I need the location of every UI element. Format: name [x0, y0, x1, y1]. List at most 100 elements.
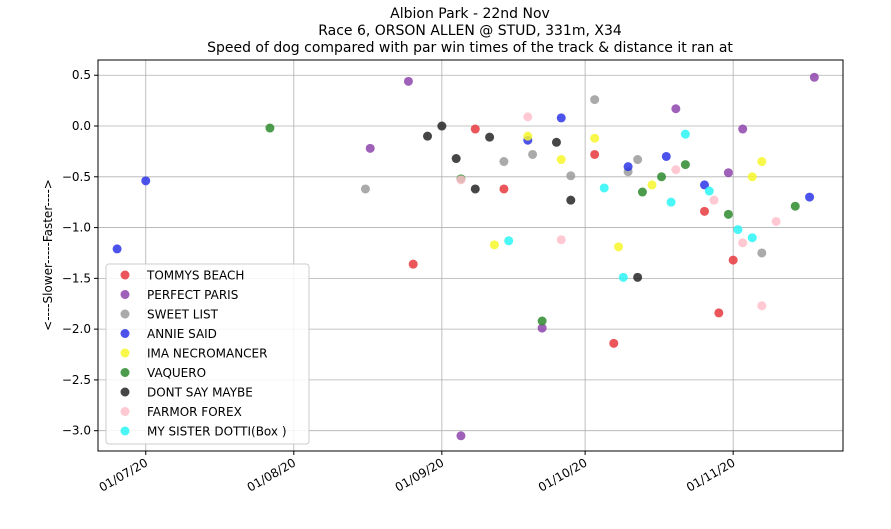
- legend-label: PERFECT PARIS: [147, 288, 238, 302]
- data-point: [360, 184, 370, 194]
- data-point: [614, 242, 624, 252]
- legend-marker: [120, 368, 130, 377]
- data-point: [365, 143, 375, 153]
- data-point: [437, 121, 447, 131]
- data-point: [599, 183, 609, 193]
- data-point: [499, 184, 509, 194]
- data-point: [771, 216, 781, 226]
- legend-marker: [120, 348, 130, 358]
- data-point: [112, 244, 122, 254]
- data-point: [709, 195, 719, 205]
- data-point: [499, 157, 509, 167]
- data-point: [141, 176, 151, 186]
- data-point: [666, 197, 676, 207]
- data-points: [112, 72, 819, 441]
- data-point: [647, 180, 657, 190]
- data-point: [704, 186, 714, 196]
- data-point: [470, 124, 480, 134]
- legend: TOMMYS BEACH PERFECT PARIS SWEET LIST ANNIE…: [105, 263, 310, 445]
- chart-title-line-3: Speed of dog compared with par win times…: [207, 40, 733, 56]
- legend-marker: [120, 309, 130, 319]
- data-point: [738, 124, 748, 134]
- data-point: [661, 151, 671, 161]
- data-point: [551, 137, 561, 147]
- data-point: [714, 308, 724, 318]
- data-point: [723, 209, 733, 219]
- data-point: [528, 149, 538, 159]
- data-point: [623, 162, 633, 172]
- data-point: [489, 240, 499, 250]
- chart-title-line-2: Race 6, ORSON ALLEN @ STUD, 331m, X34: [318, 23, 622, 39]
- data-point: [470, 184, 480, 194]
- y-axis: 0.5 0.0 −0.5 −1.0 −1.5 −2.0 −2.5 −3.0: [62, 68, 98, 438]
- legend-label: FARMOR FOREX: [147, 405, 242, 419]
- data-point: [556, 113, 566, 123]
- legend-label: ANNIE SAID: [147, 327, 217, 341]
- data-point: [504, 236, 514, 246]
- data-point: [423, 131, 433, 141]
- y-tick-label: −2.0: [62, 322, 91, 336]
- legend-marker: [120, 407, 130, 416]
- data-point: [680, 160, 690, 170]
- y-tick-label: −1.5: [62, 271, 91, 285]
- data-point: [637, 187, 647, 197]
- data-point: [485, 132, 495, 142]
- data-point: [700, 206, 710, 216]
- legend-label: VAQUERO: [147, 366, 206, 380]
- y-tick-label: 0.5: [72, 68, 91, 82]
- data-point: [733, 225, 743, 235]
- data-point: [757, 301, 767, 311]
- data-point: [805, 192, 815, 202]
- legend-label: SWEET LIST: [147, 308, 219, 322]
- data-point: [456, 431, 466, 441]
- data-point: [747, 233, 757, 243]
- data-point: [590, 149, 600, 159]
- data-point: [723, 168, 733, 178]
- data-point: [537, 323, 547, 333]
- data-point: [757, 248, 767, 258]
- data-point: [671, 104, 681, 114]
- data-point: [609, 338, 619, 348]
- data-point: [537, 316, 547, 326]
- data-point: [790, 201, 800, 211]
- plot-frame: [97, 59, 844, 452]
- data-point: [700, 180, 710, 190]
- data-point: [265, 123, 275, 133]
- y-tick-label: −1.0: [62, 221, 91, 235]
- data-point: [556, 155, 566, 165]
- chart-title-line-1: Albion Park - 22nd Nov: [390, 6, 550, 22]
- legend-marker: [120, 329, 130, 338]
- data-point: [738, 238, 748, 248]
- data-point: [657, 172, 667, 182]
- legend-label: TOMMYS BEACH: [146, 269, 244, 283]
- data-point: [728, 255, 738, 265]
- data-point: [456, 175, 466, 185]
- data-point: [618, 272, 628, 282]
- y-tick-label: −3.0: [62, 424, 91, 438]
- legend-marker: [120, 426, 130, 436]
- data-point: [680, 129, 690, 139]
- legend-label: IMA NECROMANCER: [147, 347, 267, 361]
- data-point: [590, 95, 600, 105]
- y-axis-label: <----Slower-----Faster---->: [41, 179, 55, 331]
- data-point: [556, 235, 566, 245]
- data-point: [590, 133, 600, 143]
- data-point: [671, 165, 681, 175]
- data-point: [809, 72, 819, 82]
- data-point: [408, 259, 418, 269]
- data-point: [566, 195, 576, 205]
- y-tick-label: −2.5: [62, 373, 91, 387]
- data-point: [451, 154, 461, 164]
- data-point: [747, 172, 757, 182]
- legend-label: MY SISTER DOTTI(Box ): [147, 425, 287, 439]
- legend-marker: [120, 290, 130, 299]
- data-point: [523, 112, 533, 122]
- legend-marker: [120, 270, 130, 280]
- data-point: [566, 171, 576, 181]
- data-point: [757, 157, 767, 167]
- data-point: [633, 272, 643, 282]
- legend-label: DONT SAY MAYBE: [147, 386, 253, 400]
- data-point: [633, 155, 643, 165]
- data-point: [523, 131, 533, 141]
